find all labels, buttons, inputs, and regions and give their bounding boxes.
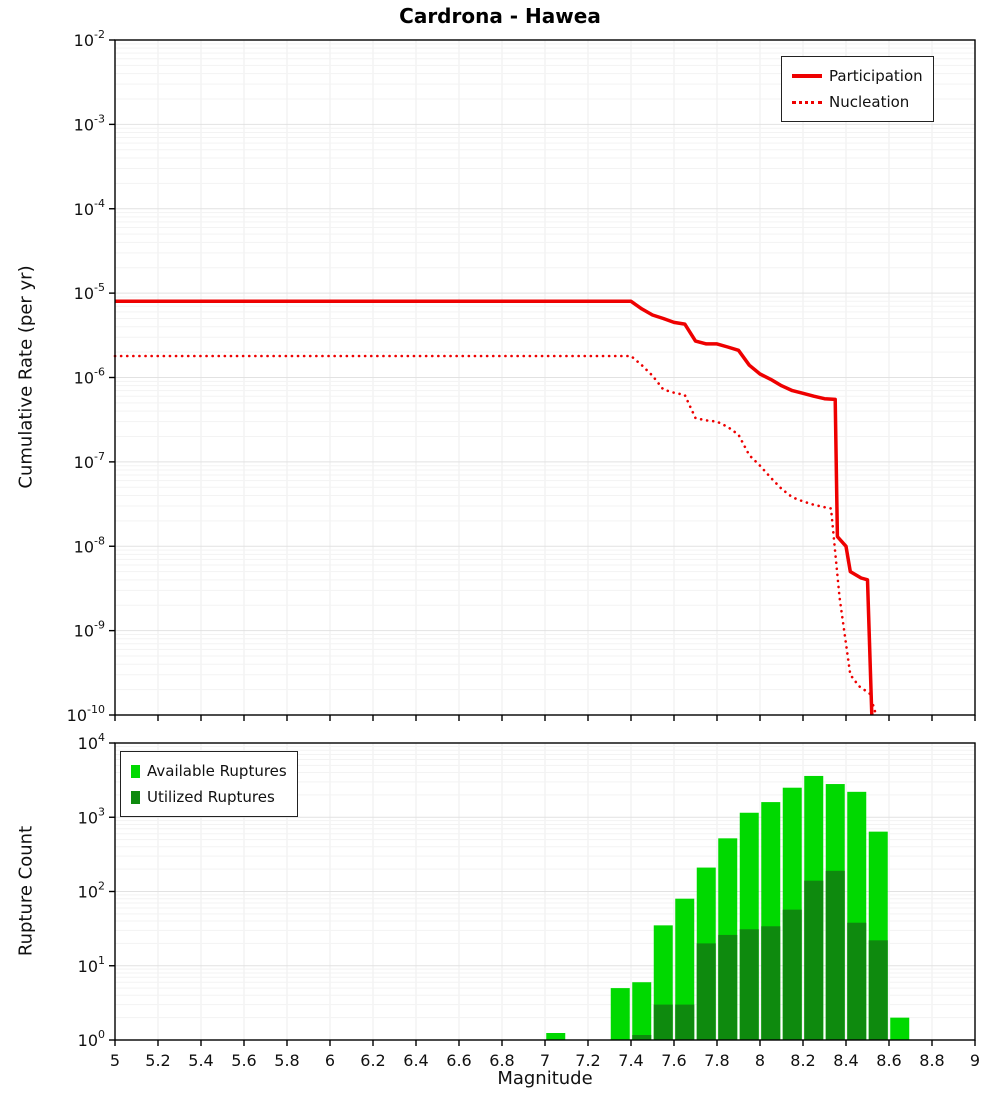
chart-title: Cardrona - Hawea [399,4,601,28]
legend-item-participation: Participation [792,63,923,89]
available-ruptures-swatch [131,764,140,778]
svg-text:7.2: 7.2 [575,1051,600,1070]
svg-text:10-8: 10-8 [74,534,105,556]
participation-legend-label: Participation [829,67,923,85]
svg-text:8.4: 8.4 [833,1051,858,1070]
svg-text:7.8: 7.8 [704,1051,729,1070]
svg-text:6.2: 6.2 [360,1051,385,1070]
nucleation-line-swatch [792,100,822,104]
svg-text:10-10: 10-10 [67,703,105,725]
svg-text:5.2: 5.2 [145,1051,170,1070]
svg-text:5.8: 5.8 [274,1051,299,1070]
svg-text:6: 6 [325,1051,335,1070]
svg-text:8.8: 8.8 [919,1051,944,1070]
legend-item-available: Available Ruptures [131,758,287,784]
svg-text:5.6: 5.6 [231,1051,256,1070]
svg-text:10-4: 10-4 [74,197,105,219]
utilized-ruptures-swatch [131,790,140,804]
svg-text:5.4: 5.4 [188,1051,213,1070]
svg-text:10-9: 10-9 [74,619,105,641]
x-axis-label: Magnitude [497,1068,593,1089]
svg-text:10-3: 10-3 [74,112,105,134]
legend-item-nucleation: Nucleation [792,89,923,115]
svg-text:6.6: 6.6 [446,1051,471,1070]
svg-text:7.6: 7.6 [661,1051,686,1070]
svg-text:7.4: 7.4 [618,1051,643,1070]
svg-text:100: 100 [78,1028,105,1050]
svg-text:101: 101 [78,954,105,976]
svg-text:6.4: 6.4 [403,1051,428,1070]
svg-text:102: 102 [78,880,105,902]
svg-text:10-5: 10-5 [74,281,105,303]
rupture-legend: Available Ruptures Utilized Ruptures [120,751,298,817]
svg-text:104: 104 [78,731,105,753]
count-y-axis-label: Rupture Count [15,825,37,957]
rate-legend: Participation Nucleation [781,56,934,122]
svg-text:10-6: 10-6 [74,366,105,388]
svg-text:7: 7 [540,1051,550,1070]
participation-line-swatch [792,74,822,78]
svg-text:9: 9 [970,1051,980,1070]
legend-item-utilized: Utilized Ruptures [131,784,287,810]
svg-text:5: 5 [110,1051,120,1070]
svg-text:103: 103 [78,805,105,827]
rate-plot: 10-10 10-9 10-8 10-7 10-6 10-5 10-4 10-3 10-2 [67,28,976,725]
svg-text:8: 8 [755,1051,765,1070]
svg-text:10-7: 10-7 [74,450,105,472]
svg-text:8.6: 8.6 [876,1051,901,1070]
svg-text:8.2: 8.2 [790,1051,815,1070]
rate-y-axis-label: Cumulative Rate (per yr) [15,265,37,489]
nucleation-legend-label: Nucleation [829,93,910,111]
utilized-legend-label: Utilized Ruptures [147,788,275,806]
svg-text:10-2: 10-2 [74,28,105,50]
svg-text:6.8: 6.8 [489,1051,514,1070]
available-legend-label: Available Ruptures [147,762,287,780]
